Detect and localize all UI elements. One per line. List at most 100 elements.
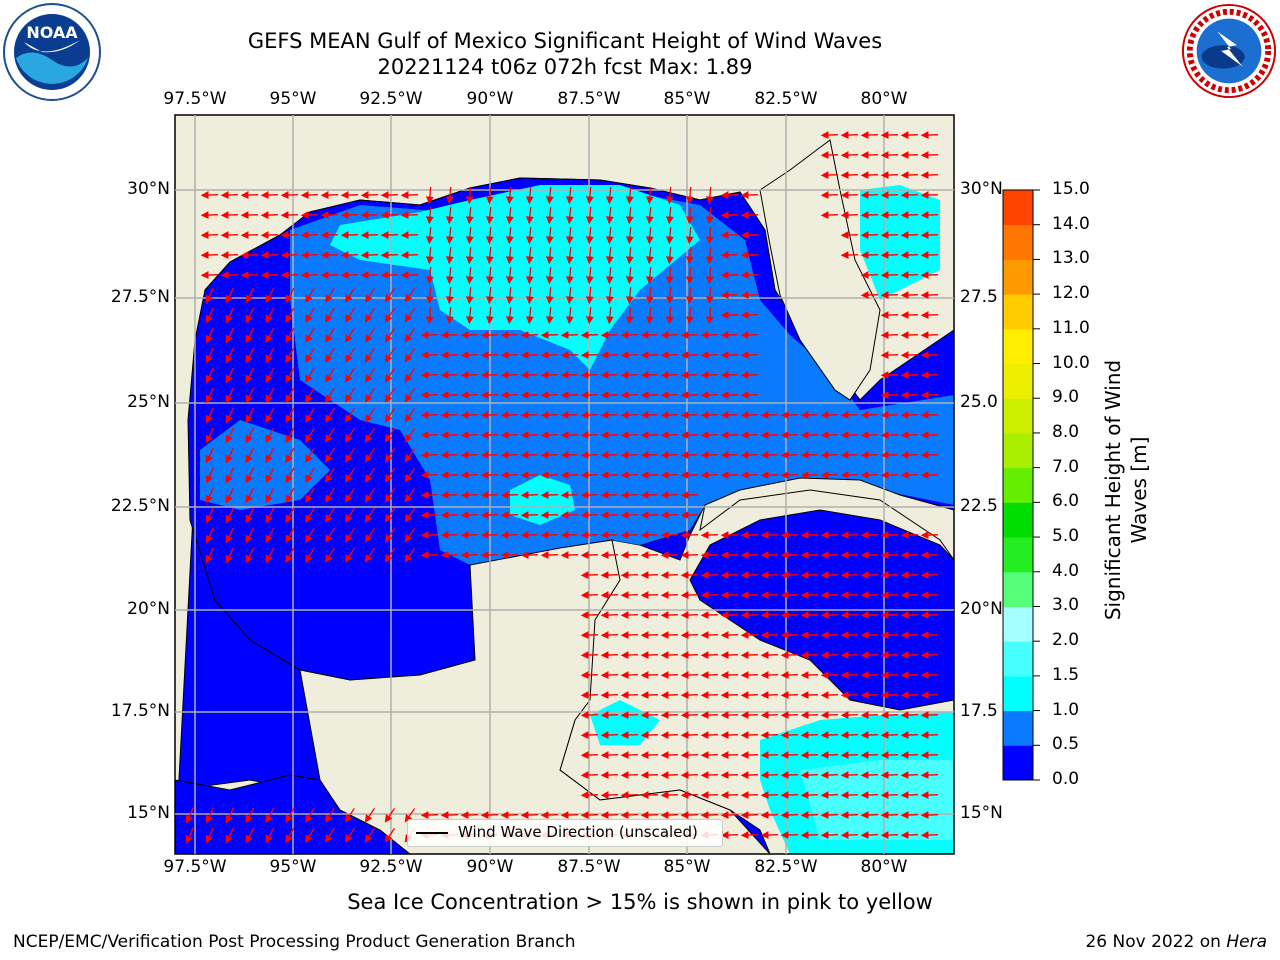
- wave-direction-arrow: [820, 131, 839, 139]
- wave-direction-arrow: [740, 351, 759, 359]
- wave-direction-arrow: [225, 347, 235, 364]
- wave-direction-arrow: [700, 451, 719, 459]
- latitude-label: 30°N: [127, 179, 170, 199]
- wave-direction-arrow: [860, 791, 879, 799]
- wave-direction-arrow: [880, 191, 899, 199]
- wave-direction-arrow: [800, 831, 819, 839]
- wave-direction-arrow: [600, 391, 619, 399]
- wave-direction-arrow: [740, 571, 759, 579]
- wave-direction-arrow: [780, 791, 799, 799]
- wave-direction-arrow: [705, 246, 714, 265]
- wave-direction-arrow: [425, 246, 434, 265]
- wave-direction-arrow: [920, 171, 939, 179]
- wave-direction-arrow: [660, 611, 679, 619]
- wave-direction-arrow: [645, 186, 654, 205]
- wave-direction-arrow: [660, 651, 679, 659]
- wave-direction-arrow: [860, 531, 879, 539]
- wave-direction-arrow: [580, 411, 599, 419]
- wave-direction-arrow: [920, 711, 939, 719]
- wave-direction-arrow: [460, 811, 479, 819]
- wave-direction-arrow: [880, 351, 899, 359]
- wave-direction-arrow: [560, 471, 579, 479]
- wave-direction-arrow: [740, 691, 759, 699]
- colorbar-box: [1003, 363, 1033, 399]
- wave-direction-arrow: [880, 331, 899, 339]
- wave-direction-arrow: [685, 186, 694, 205]
- colorbar-tick-label: 4.0: [1052, 560, 1080, 581]
- wave-direction-arrow: [600, 671, 619, 679]
- wave-direction-arrow: [384, 508, 396, 523]
- noaa-logo: NOAA: [3, 3, 101, 101]
- wave-direction-arrow: [625, 246, 634, 265]
- wave-direction-arrow: [780, 671, 799, 679]
- wave-direction-arrow: [780, 531, 799, 539]
- wave-direction-arrow: [265, 827, 275, 844]
- colorbar-tick-label: 13.0: [1052, 248, 1090, 269]
- wave-direction-arrow: [344, 467, 355, 483]
- wave-direction-arrow: [700, 631, 719, 639]
- wave-direction-arrow: [660, 691, 679, 699]
- wave-direction-arrow: [880, 771, 899, 779]
- wave-direction-arrow: [860, 551, 879, 559]
- wave-direction-arrow: [540, 391, 559, 399]
- wave-direction-arrow: [580, 811, 599, 819]
- wave-direction-arrow: [900, 471, 919, 479]
- longitude-label: 82.5°W: [754, 857, 818, 877]
- wave-direction-arrow: [460, 491, 479, 499]
- wave-direction-arrow: [305, 827, 315, 844]
- wave-direction-arrow: [325, 367, 335, 383]
- wave-direction-arrow: [760, 531, 779, 539]
- wave-direction-arrow: [665, 266, 674, 285]
- wave-direction-arrow: [920, 771, 939, 779]
- wave-direction-arrow: [540, 371, 559, 379]
- wave-direction-arrow: [705, 186, 714, 205]
- wave-direction-arrow: [680, 591, 699, 599]
- wave-direction-arrow: [600, 371, 619, 379]
- wave-direction-arrow: [685, 306, 694, 325]
- wind-wave-direction-arrows: [185, 131, 939, 844]
- wave-direction-arrow: [625, 266, 634, 285]
- wave-direction-arrow: [565, 186, 574, 205]
- wave-direction-arrow: [600, 811, 619, 819]
- wave-direction-arrow: [384, 488, 396, 503]
- wave-direction-arrow: [404, 388, 416, 403]
- wave-direction-arrow: [760, 411, 779, 419]
- colorbar-box: [1003, 537, 1033, 573]
- wave-direction-arrow: [525, 266, 534, 285]
- wave-direction-arrow: [245, 807, 255, 824]
- wave-direction-arrow: [740, 731, 759, 739]
- wave-direction-arrow: [880, 171, 899, 179]
- wave-direction-arrow: [460, 431, 479, 439]
- wave-direction-arrow: [645, 226, 654, 245]
- wave-direction-arrow: [404, 448, 416, 463]
- wave-direction-arrow: [580, 531, 599, 539]
- wave-direction-arrow: [344, 507, 355, 523]
- wave-direction-arrow: [860, 251, 879, 259]
- wave-direction-arrow: [480, 511, 499, 519]
- wave-direction-arrow: [700, 371, 719, 379]
- wave-direction-arrow: [585, 286, 594, 305]
- wave-direction-arrow: [680, 451, 699, 459]
- wave-direction-arrow: [620, 371, 639, 379]
- wave-direction-arrow: [245, 287, 255, 304]
- wave-direction-arrow: [560, 331, 579, 339]
- colorbar-tick-label: 5.0: [1052, 526, 1080, 547]
- wave-direction-arrow: [585, 186, 594, 205]
- wave-direction-arrow: [880, 631, 899, 639]
- latitude-label: 25°N: [127, 392, 170, 412]
- wave-direction-arrow: [445, 246, 454, 265]
- wave-direction-arrow: [360, 251, 379, 259]
- wave-direction-arrow: [700, 691, 719, 699]
- longitude-label: 87.5°W: [557, 89, 621, 109]
- wave-direction-arrow: [445, 226, 454, 245]
- wave-direction-arrow: [525, 206, 534, 225]
- wave-direction-arrow: [920, 151, 939, 159]
- wave-direction-arrow: [205, 367, 214, 384]
- wave-direction-arrow: [880, 471, 899, 479]
- wave-direction-arrow: [220, 211, 239, 219]
- wave-direction-arrow: [600, 771, 619, 779]
- wave-direction-arrow: [640, 671, 659, 679]
- wave-direction-arrow: [880, 291, 899, 299]
- wave-direction-arrow: [880, 551, 899, 559]
